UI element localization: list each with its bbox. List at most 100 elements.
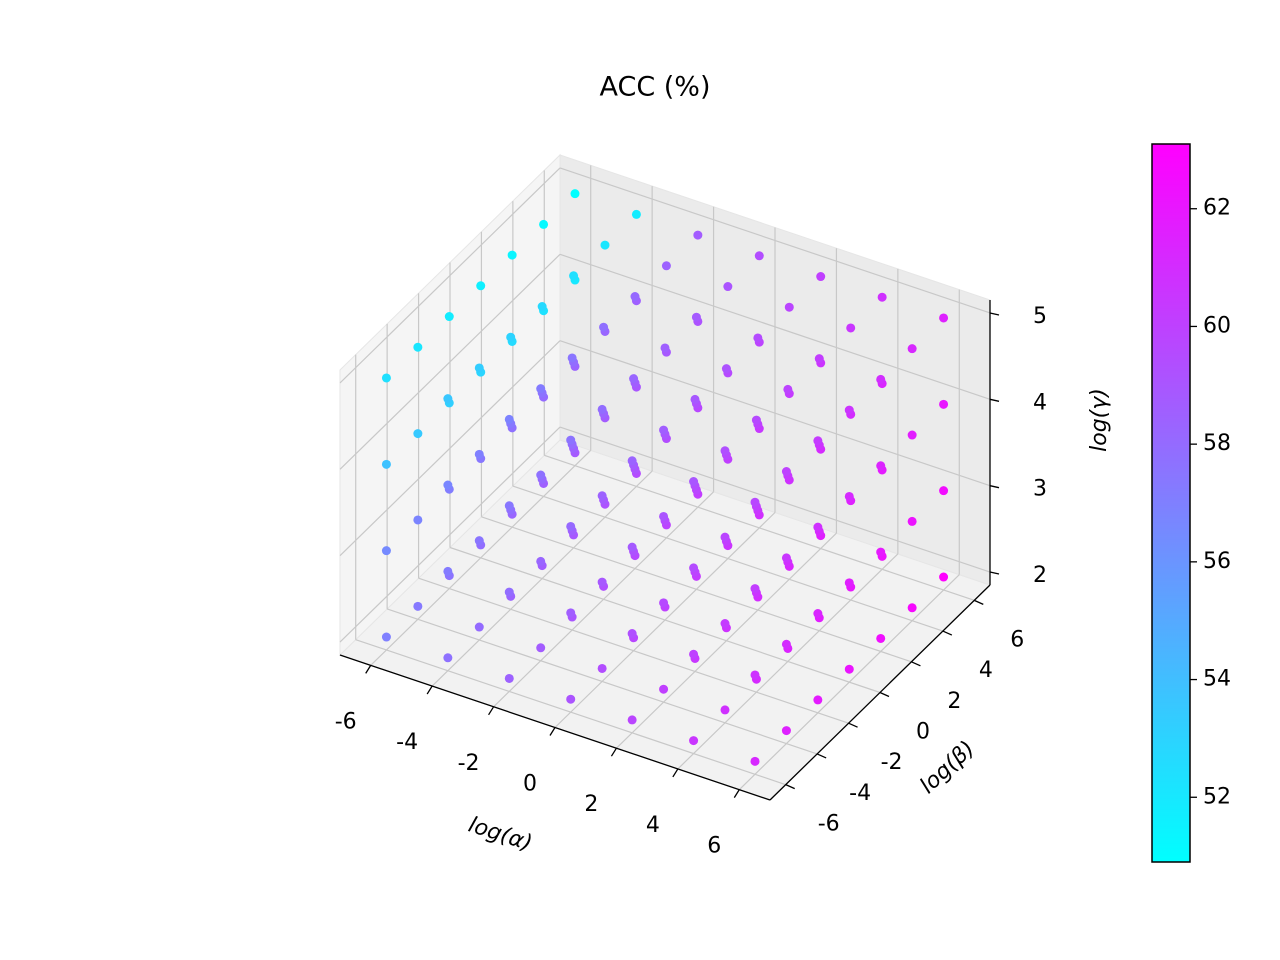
point <box>876 374 886 384</box>
point <box>876 633 886 643</box>
colorbar-tick-label: 56 <box>1203 549 1231 574</box>
point <box>443 566 453 576</box>
point <box>814 354 824 364</box>
point <box>939 486 949 496</box>
point <box>504 414 514 424</box>
tick-mark <box>879 691 890 698</box>
tick-mark <box>733 789 740 798</box>
point <box>720 532 730 542</box>
point <box>597 663 607 673</box>
grid-line <box>355 639 786 786</box>
point <box>689 736 699 746</box>
point <box>413 342 423 352</box>
grid-line <box>339 167 561 384</box>
point <box>720 705 730 715</box>
colorbar-tick-label: 58 <box>1203 431 1231 456</box>
point <box>474 536 484 546</box>
point <box>443 480 453 490</box>
chart-title: ACC (%) <box>599 72 710 103</box>
tick-mark <box>426 685 433 695</box>
point <box>784 302 794 312</box>
point <box>813 609 823 619</box>
point <box>907 430 917 440</box>
grid-line <box>339 340 561 557</box>
point <box>413 515 423 525</box>
tick-mark <box>848 722 858 728</box>
tick-mark <box>610 747 617 757</box>
point <box>750 756 760 766</box>
tick-mark <box>911 661 921 667</box>
y-tick-label: -6 <box>818 812 840 837</box>
point <box>689 649 699 659</box>
point <box>691 312 701 322</box>
tick-mark <box>365 665 372 674</box>
point <box>569 271 579 281</box>
grid-line <box>544 454 975 601</box>
point <box>381 632 391 642</box>
colorbar-tick-label: 62 <box>1203 196 1231 221</box>
point <box>690 394 700 404</box>
point <box>629 374 639 384</box>
point <box>844 491 854 501</box>
point <box>381 373 391 383</box>
point <box>939 399 949 409</box>
point <box>781 467 791 477</box>
point <box>443 653 453 663</box>
x-tick-label: -6 <box>335 709 357 734</box>
colorbar-tick-label: 54 <box>1203 667 1231 692</box>
point <box>631 209 641 219</box>
grid-line <box>512 485 944 632</box>
point <box>474 622 484 632</box>
point <box>660 343 670 353</box>
y-tick-label: -4 <box>849 781 871 806</box>
point <box>444 312 454 322</box>
point <box>689 563 699 573</box>
point <box>506 332 516 342</box>
point <box>381 459 391 469</box>
point <box>720 619 730 629</box>
point <box>659 684 669 694</box>
point <box>720 446 730 456</box>
point <box>661 261 671 271</box>
x-tick-label: -2 <box>458 751 480 776</box>
point <box>693 230 703 240</box>
point <box>907 344 917 354</box>
point <box>443 394 453 404</box>
colorbar <box>1151 143 1191 863</box>
point <box>536 643 546 653</box>
colorbar-tick-label: 52 <box>1203 784 1231 809</box>
point <box>750 497 760 507</box>
point <box>753 333 763 343</box>
point <box>750 670 760 680</box>
point <box>413 601 423 611</box>
point <box>570 189 580 199</box>
grid-line <box>339 426 561 643</box>
point <box>781 639 791 649</box>
point <box>413 429 423 439</box>
point <box>630 292 640 302</box>
tick-mark <box>549 727 556 736</box>
point <box>599 322 609 332</box>
point <box>813 436 823 446</box>
point <box>754 251 764 261</box>
point <box>536 384 546 394</box>
point <box>476 281 486 291</box>
point <box>627 542 637 552</box>
point <box>504 673 514 683</box>
point <box>566 608 576 618</box>
x-tick-label: 6 <box>707 834 721 859</box>
point <box>939 313 949 323</box>
tick-mark <box>672 768 679 778</box>
y-tick-label: 6 <box>1010 627 1024 652</box>
tick-mark <box>974 599 984 605</box>
point <box>597 491 607 501</box>
point <box>781 726 791 736</box>
point <box>723 282 733 292</box>
grid-line <box>449 546 881 694</box>
point <box>844 405 854 415</box>
tick-mark <box>989 398 1000 402</box>
tick-mark <box>785 784 795 790</box>
point <box>566 435 576 445</box>
tick-mark <box>989 312 1000 316</box>
grid-line <box>559 340 991 487</box>
